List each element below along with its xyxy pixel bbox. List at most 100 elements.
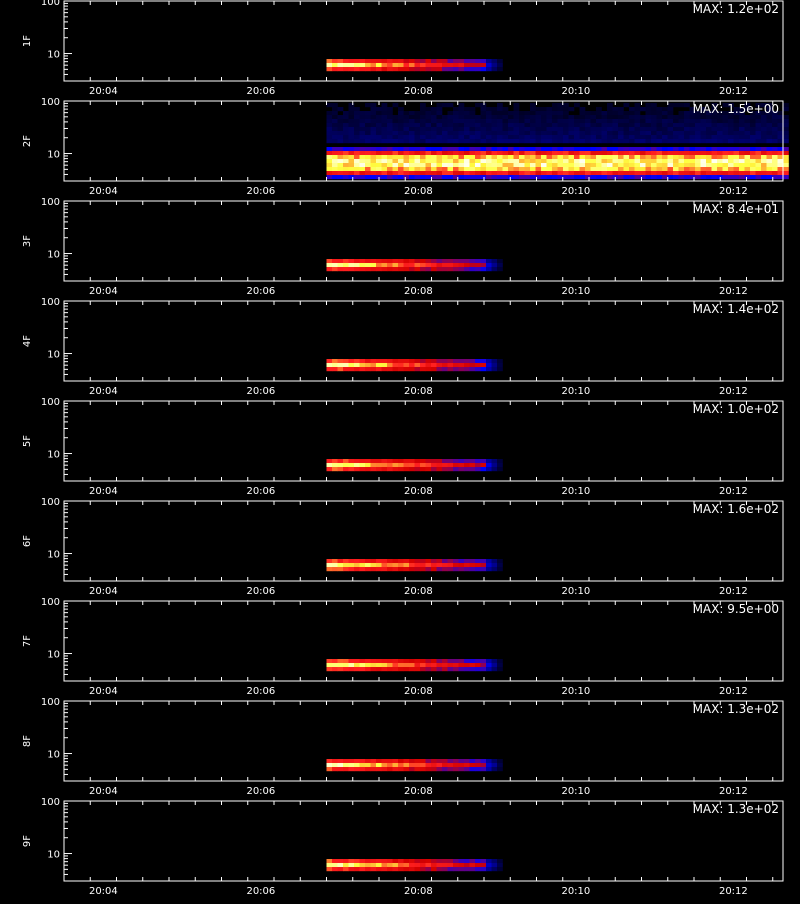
- heat-cell: [629, 119, 635, 124]
- heat-cell: [458, 463, 465, 468]
- heat-cell: [337, 67, 344, 72]
- heat-cell: [711, 135, 718, 140]
- heat-cell: [403, 115, 410, 120]
- heat-cell: [535, 123, 542, 128]
- heat-cell: [568, 175, 575, 180]
- heat-cell: [530, 131, 536, 136]
- heat-cell: [376, 863, 382, 868]
- heat-cell: [359, 363, 366, 368]
- heat-cell: [722, 103, 729, 108]
- heat-cell: [453, 171, 459, 176]
- heat-cell: [370, 111, 377, 116]
- heat-cell: [348, 123, 355, 128]
- heat-cell: [557, 139, 564, 144]
- panel-label: 3F: [22, 235, 33, 247]
- heat-cell: [436, 135, 443, 140]
- heat-cell: [365, 863, 371, 868]
- heat-cell: [453, 123, 459, 128]
- heat-cells: [326, 659, 503, 672]
- heat-cell: [409, 463, 415, 468]
- heat-cell: [436, 159, 443, 164]
- heat-cell: [634, 107, 641, 112]
- heat-cell: [392, 763, 399, 768]
- heat-cell: [453, 163, 459, 168]
- heat-cell: [739, 139, 745, 144]
- y-ticks: [64, 500, 72, 582]
- heat-cell: [398, 67, 404, 72]
- heat-cell: [695, 119, 701, 124]
- heat-cell: [442, 147, 448, 152]
- heat-cell: [524, 131, 531, 136]
- heat-cell: [513, 167, 520, 172]
- heat-cell: [420, 563, 426, 568]
- heat-cell: [332, 867, 338, 872]
- heat-cell: [618, 147, 624, 152]
- heat-cell: [464, 659, 470, 664]
- heat-cell: [442, 151, 448, 156]
- heat-cell: [634, 139, 641, 144]
- heat-cell: [629, 123, 635, 128]
- heat-cell: [392, 59, 399, 64]
- heat-cell: [403, 127, 410, 132]
- heat-cell: [508, 115, 514, 120]
- heat-cell: [332, 103, 338, 108]
- heat-cell: [420, 367, 426, 372]
- heat-cell: [387, 139, 393, 144]
- heat-cell: [711, 155, 718, 160]
- heat-cell: [563, 107, 569, 112]
- heat-cell: [486, 151, 492, 156]
- heat-cell: [365, 135, 371, 140]
- heat-cell: [761, 115, 767, 120]
- heat-cell: [442, 63, 448, 68]
- heat-cell: [359, 459, 366, 464]
- heat-cell: [519, 147, 525, 152]
- heat-cell: [502, 111, 509, 116]
- heat-cell: [403, 767, 410, 772]
- heat-cell: [409, 259, 415, 264]
- heat-cell: [403, 267, 410, 272]
- heat-cell: [700, 119, 707, 124]
- heat-cell: [425, 263, 432, 268]
- heat-cell: [739, 155, 745, 160]
- heat-cell: [370, 563, 377, 568]
- heat-cell: [370, 859, 377, 864]
- heat-cell: [475, 263, 481, 268]
- heat-cell: [717, 147, 723, 152]
- heat-cell: [387, 863, 393, 868]
- heat-cell: [332, 59, 338, 64]
- heat-cell: [447, 467, 454, 472]
- heat-cell: [414, 359, 421, 364]
- x-tick-label: 20:08: [404, 786, 433, 797]
- heat-cell: [601, 163, 608, 168]
- heat-cell: [645, 123, 652, 128]
- heat-cell: [348, 663, 355, 668]
- heat-cell: [431, 119, 437, 124]
- heat-cell: [453, 767, 459, 772]
- heat-cell: [491, 59, 498, 64]
- heat-cell: [376, 559, 382, 564]
- heat-cell: [475, 63, 481, 68]
- heat-cell: [326, 763, 333, 768]
- heat-cell: [403, 359, 410, 364]
- heat-cell: [453, 115, 459, 120]
- heat-cell: [673, 123, 679, 128]
- heat-cell: [343, 259, 349, 264]
- heat-cell: [497, 123, 503, 128]
- heat-cell: [541, 151, 547, 156]
- heat-cell: [403, 867, 410, 872]
- heat-cell: [464, 115, 470, 120]
- heat-cell: [513, 151, 520, 156]
- heat-cell: [541, 111, 547, 116]
- heat-cell: [458, 119, 465, 124]
- heat-cell: [365, 667, 371, 672]
- heat-cell: [414, 167, 421, 172]
- heat-cell: [381, 663, 388, 668]
- heat-cell: [535, 151, 542, 156]
- heat-cell: [365, 67, 371, 72]
- heat-cell: [629, 167, 635, 172]
- heat-cell: [326, 147, 333, 152]
- heat-cell: [337, 759, 344, 764]
- heat-cell: [348, 667, 355, 672]
- heat-cell: [348, 367, 355, 372]
